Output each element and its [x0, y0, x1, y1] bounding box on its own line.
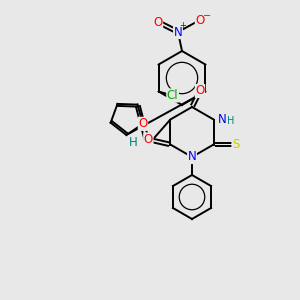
Text: H: H: [227, 116, 234, 127]
Text: N: N: [218, 113, 226, 126]
Text: N: N: [188, 151, 196, 164]
Text: Cl: Cl: [167, 89, 178, 102]
Text: O: O: [195, 14, 205, 26]
Text: O: O: [195, 85, 205, 98]
Text: −: −: [203, 11, 211, 21]
Text: H: H: [129, 136, 137, 148]
Text: +: +: [180, 22, 186, 31]
Text: S: S: [232, 138, 239, 151]
Text: O: O: [138, 117, 148, 130]
Text: O: O: [144, 133, 153, 146]
Text: O: O: [153, 16, 163, 28]
Text: N: N: [174, 26, 182, 38]
